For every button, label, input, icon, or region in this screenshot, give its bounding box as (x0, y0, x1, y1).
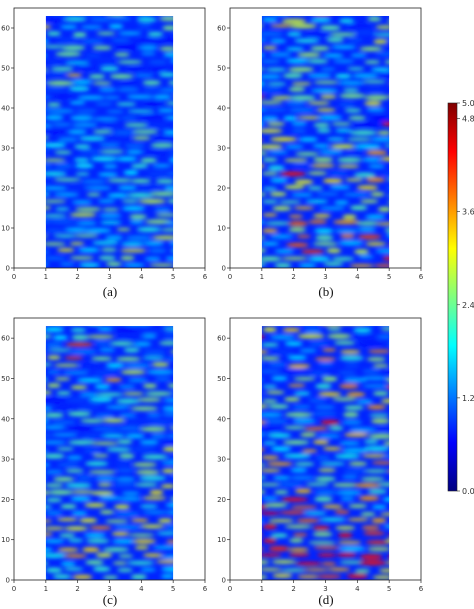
y-tick-label: 50 (217, 375, 226, 383)
y-tick-label: 0 (6, 265, 10, 273)
y-tick-label: 60 (1, 335, 10, 343)
colorbar-tick-label: 2.4 (462, 301, 474, 310)
heatmap-field (45, 326, 174, 580)
colorbar-tick-label: 4.8 (462, 115, 474, 124)
heatmap-field (45, 16, 174, 268)
y-tick-label: 50 (1, 65, 10, 73)
y-tick-label: 30 (217, 145, 226, 153)
y-tick-label: 0 (222, 577, 226, 585)
x-tick-label: 3 (323, 585, 327, 593)
heatmap-background (45, 326, 174, 580)
x-tick-label: 6 (203, 585, 208, 593)
colorbar: 0.0 1.2 2.4 3.6 4.8 5.0 (447, 99, 474, 496)
x-tick-label: 4 (139, 273, 144, 281)
y-tick-label: 20 (1, 185, 10, 193)
y-tick-label: 10 (217, 225, 226, 233)
x-tick-label: 4 (355, 273, 360, 281)
y-tick-label: 30 (1, 456, 10, 464)
y-tick-label: 50 (1, 375, 10, 383)
heatmap-field (261, 326, 390, 580)
y-tick-label: 10 (217, 536, 226, 544)
x-tick-label: 1 (260, 273, 264, 281)
y-tick-label: 60 (217, 335, 226, 343)
panel-label: (d) (318, 592, 333, 607)
x-tick-label: 6 (419, 585, 424, 593)
x-tick-label: 3 (323, 273, 327, 281)
y-tick-label: 10 (1, 536, 10, 544)
y-tick-label: 20 (217, 185, 226, 193)
y-tick-label: 40 (217, 105, 226, 113)
x-tick-label: 5 (387, 273, 391, 281)
x-tick-label: 5 (387, 585, 391, 593)
y-tick-label: 30 (217, 456, 226, 464)
colorbar-tick-label: 5.0 (462, 99, 474, 108)
heatmap-field (261, 16, 390, 268)
heatmap-background (261, 16, 390, 268)
y-tick-label: 60 (1, 25, 10, 33)
heatmap-background (261, 326, 390, 580)
x-tick-label: 0 (228, 585, 232, 593)
y-tick-label: 60 (217, 25, 226, 33)
y-tick-label: 50 (217, 65, 226, 73)
y-tick-label: 40 (1, 415, 10, 423)
x-tick-label: 2 (75, 273, 79, 281)
panel-label: (b) (318, 284, 333, 299)
y-tick-label: 40 (217, 415, 226, 423)
y-tick-label: 20 (1, 496, 10, 504)
y-tick-label: 20 (217, 496, 226, 504)
x-tick-label: 0 (12, 585, 16, 593)
x-tick-label: 3 (107, 273, 111, 281)
x-tick-label: 4 (355, 585, 360, 593)
x-tick-label: 2 (75, 585, 79, 593)
x-tick-label: 0 (12, 273, 16, 281)
x-tick-label: 6 (419, 273, 424, 281)
x-tick-label: 5 (171, 273, 175, 281)
y-tick-label: 40 (1, 105, 10, 113)
colorbar-tick-label: 3.6 (462, 208, 474, 217)
x-tick-label: 2 (291, 273, 295, 281)
x-tick-label: 1 (44, 585, 48, 593)
colorbar-tick-label: 1.2 (462, 394, 474, 403)
x-tick-label: 6 (203, 273, 208, 281)
x-tick-label: 2 (291, 585, 295, 593)
y-tick-label: 0 (6, 577, 10, 585)
x-tick-label: 1 (44, 273, 48, 281)
x-tick-label: 4 (139, 585, 144, 593)
panel-label: (a) (103, 284, 117, 299)
panel-label: (c) (103, 592, 117, 607)
colorbar-gradient (447, 102, 458, 492)
y-tick-label: 10 (1, 225, 10, 233)
x-tick-label: 1 (260, 585, 264, 593)
heatmap-background (45, 16, 174, 268)
y-tick-label: 0 (222, 265, 226, 273)
x-tick-label: 5 (171, 585, 175, 593)
colorbar-tick-label: 0.0 (462, 487, 474, 496)
x-tick-label: 3 (107, 585, 111, 593)
x-tick-label: 0 (228, 273, 232, 281)
y-tick-label: 30 (1, 145, 10, 153)
